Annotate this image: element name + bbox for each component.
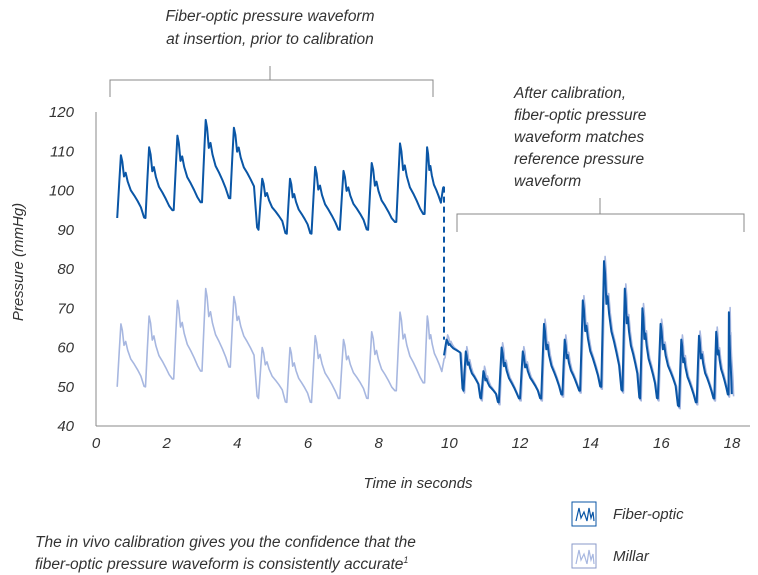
y-tick-label: 90 [57, 222, 74, 239]
millar-waveform-icon [575, 549, 595, 565]
x-tick-label: 8 [374, 435, 383, 452]
footnote-line-2: fiber-optic pressure waveform is consist… [35, 555, 408, 573]
x-tick-label: 2 [161, 435, 171, 452]
annotation-before-line-2: at insertion, prior to calibration [166, 31, 374, 48]
x-tick-label: 6 [304, 435, 313, 452]
x-tick-label: 18 [724, 435, 741, 452]
y-tick-label: 120 [49, 104, 75, 121]
legend-label-fiber-optic: Fiber-optic [613, 506, 684, 523]
series-line-fiber-optic-before [116, 118, 445, 235]
bracket-after-calibration [456, 198, 745, 232]
bracket-before-calibration [109, 66, 434, 97]
x-tick-label: 14 [582, 435, 599, 452]
x-tick-label: 10 [441, 435, 458, 452]
x-tick-labels: 0 2 4 6 8 10 12 14 16 18 [92, 435, 741, 452]
annotation-before-line-1: Fiber-optic pressure waveform [165, 8, 374, 25]
annotation-after-line-5: waveform [514, 173, 581, 190]
annotation-after-line-1: After calibration, [513, 85, 626, 102]
x-tick-label: 4 [233, 435, 241, 452]
series-line-millar [116, 255, 735, 410]
y-tick-label: 70 [57, 300, 74, 317]
series-line-fiber-optic-after [443, 260, 733, 408]
y-axis-label: Pressure (mmHg) [10, 203, 27, 321]
x-tick-label: 12 [512, 435, 529, 452]
y-tick-label: 50 [57, 379, 74, 396]
series-layer [116, 118, 735, 410]
fiber-optic-waveform-icon [575, 507, 595, 522]
legend: Fiber-optic Millar [571, 501, 684, 569]
x-tick-label: 0 [92, 435, 101, 452]
y-tick-label: 40 [57, 418, 74, 435]
footnote-line-1: The in vivo calibration gives you the co… [35, 534, 416, 551]
y-tick-labels: 40 50 60 70 80 90 100 110 120 [49, 104, 75, 435]
y-tick-label: 80 [57, 261, 74, 278]
annotation-after-line-2: fiber-optic pressure [514, 107, 647, 124]
footnote-superscript: 1 [403, 555, 408, 565]
y-tick-label: 110 [50, 143, 75, 160]
annotation-after-line-3: waveform matches [514, 129, 644, 146]
annotation-after-line-4: reference pressure [514, 151, 644, 168]
x-axis-label: Time in seconds [363, 475, 473, 492]
y-tick-label: 100 [49, 183, 75, 200]
footnote-text: fiber-optic pressure waveform is consist… [35, 556, 404, 573]
x-tick-label: 16 [653, 435, 670, 452]
y-tick-label: 60 [57, 340, 74, 357]
legend-label-millar: Millar [613, 548, 650, 565]
